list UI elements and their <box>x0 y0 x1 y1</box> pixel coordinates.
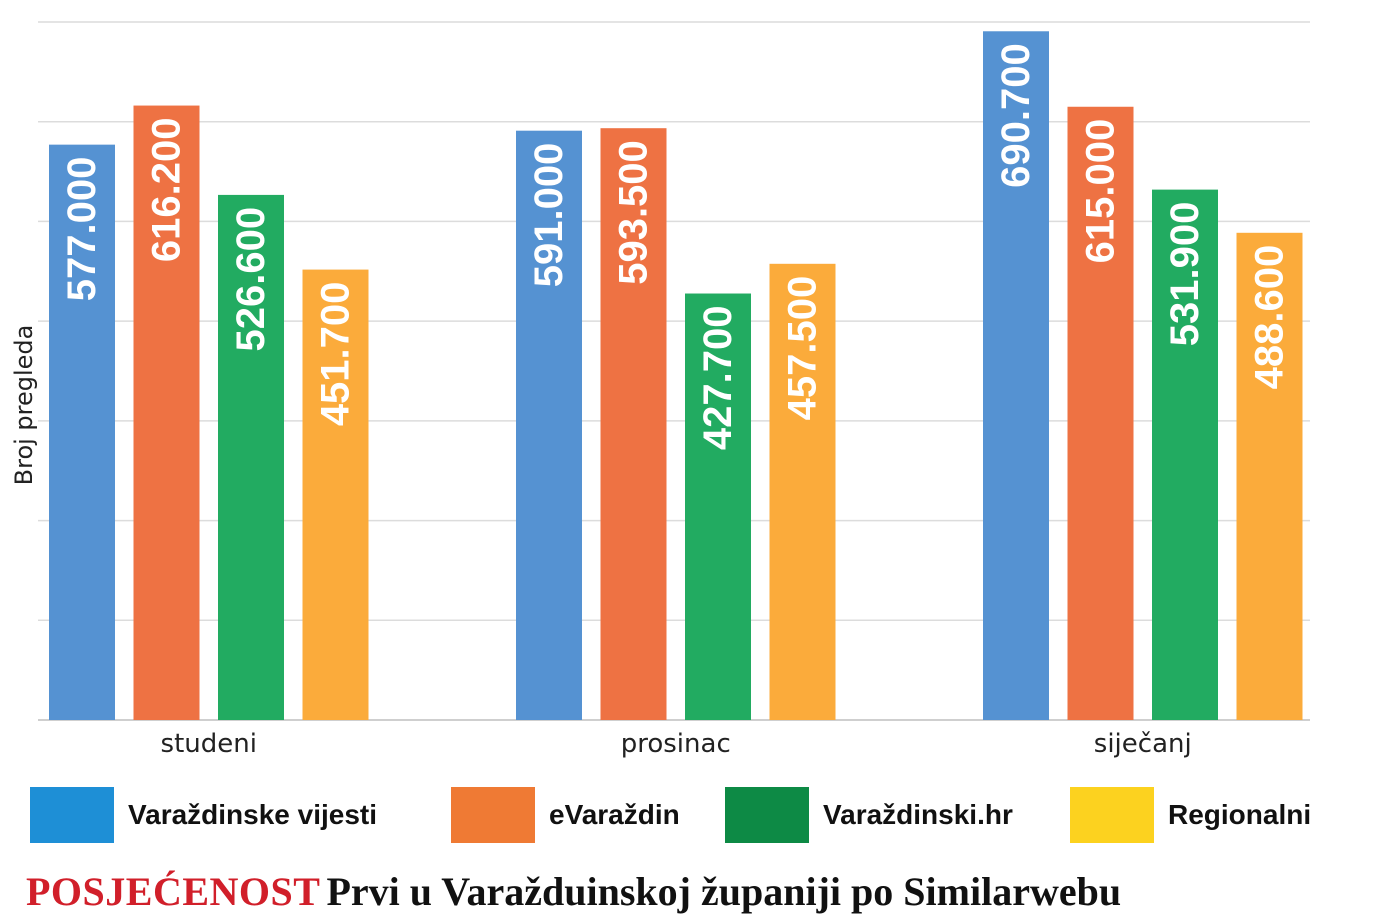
bar <box>49 144 115 721</box>
caption-text: Prvi u Varažduinskoj županiji po Similar… <box>326 869 1122 914</box>
bar-value-label: 615.000 <box>1079 119 1123 264</box>
legend-swatch <box>451 787 535 843</box>
legend-swatch <box>30 787 114 843</box>
bar <box>769 263 836 720</box>
bar <box>983 31 1049 720</box>
legend-label: Varaždinski.hr <box>823 799 1013 830</box>
legend-swatch <box>725 787 809 843</box>
bar <box>685 293 751 720</box>
bar-value-label: 427.700 <box>696 306 740 451</box>
bar <box>600 128 667 721</box>
legend: Varaždinske vijesti eVaraždin Varaždinski.… <box>30 785 1360 845</box>
x-tick-label: studeni <box>161 729 257 759</box>
bar <box>1152 189 1218 720</box>
chart-caption: POSJEĆENOST Prvi u Varažduinskoj županiji… <box>26 866 1121 918</box>
bar <box>1236 232 1303 720</box>
legend-swatch <box>1070 787 1154 843</box>
x-tick-labels: studeni prosinac siječanj <box>161 729 1192 759</box>
bar <box>1067 106 1134 720</box>
bar <box>302 269 369 720</box>
legend-item: eVaraždin <box>451 785 680 845</box>
bar-value-label: 531.900 <box>1163 202 1207 347</box>
bar-value-label: 526.600 <box>229 207 273 352</box>
bar-value-label: 616.200 <box>145 118 189 263</box>
bar-value-label: 690.700 <box>994 43 1038 188</box>
x-tick-label: siječanj <box>1094 729 1192 759</box>
bar-value-label: 591.000 <box>527 143 571 288</box>
bar <box>218 194 284 721</box>
legend-label: eVaraždin <box>549 799 680 830</box>
legend-label: Varaždinske vijesti <box>128 799 378 830</box>
legend-item: Varaždinski.hr <box>725 785 1013 845</box>
bar-value-label: 451.700 <box>314 282 358 427</box>
y-axis-label: Broj pregleda <box>10 325 38 486</box>
legend-item: Varaždinske vijesti <box>30 785 377 845</box>
bar-chart: 577.000 616.200 526.600 451.700 591.000 593.5… <box>10 21 1310 759</box>
legend-label: Regionalni <box>1168 799 1312 830</box>
x-tick-label: prosinac <box>621 729 731 759</box>
caption-kicker: POSJEĆENOST <box>26 869 321 914</box>
bar-value-label: 593.500 <box>612 140 656 285</box>
bar-labels-group: 577.000 616.200 526.600 451.700 591.000 593.5… <box>60 43 1292 450</box>
bar <box>516 130 582 720</box>
legend-item: Regionalni <box>1070 785 1311 845</box>
bar <box>133 105 200 721</box>
bar-value-label: 457.500 <box>781 276 825 421</box>
bars-group <box>49 31 1303 721</box>
bar-value-label: 577.000 <box>60 157 104 302</box>
bar-value-label: 488.600 <box>1248 245 1292 390</box>
